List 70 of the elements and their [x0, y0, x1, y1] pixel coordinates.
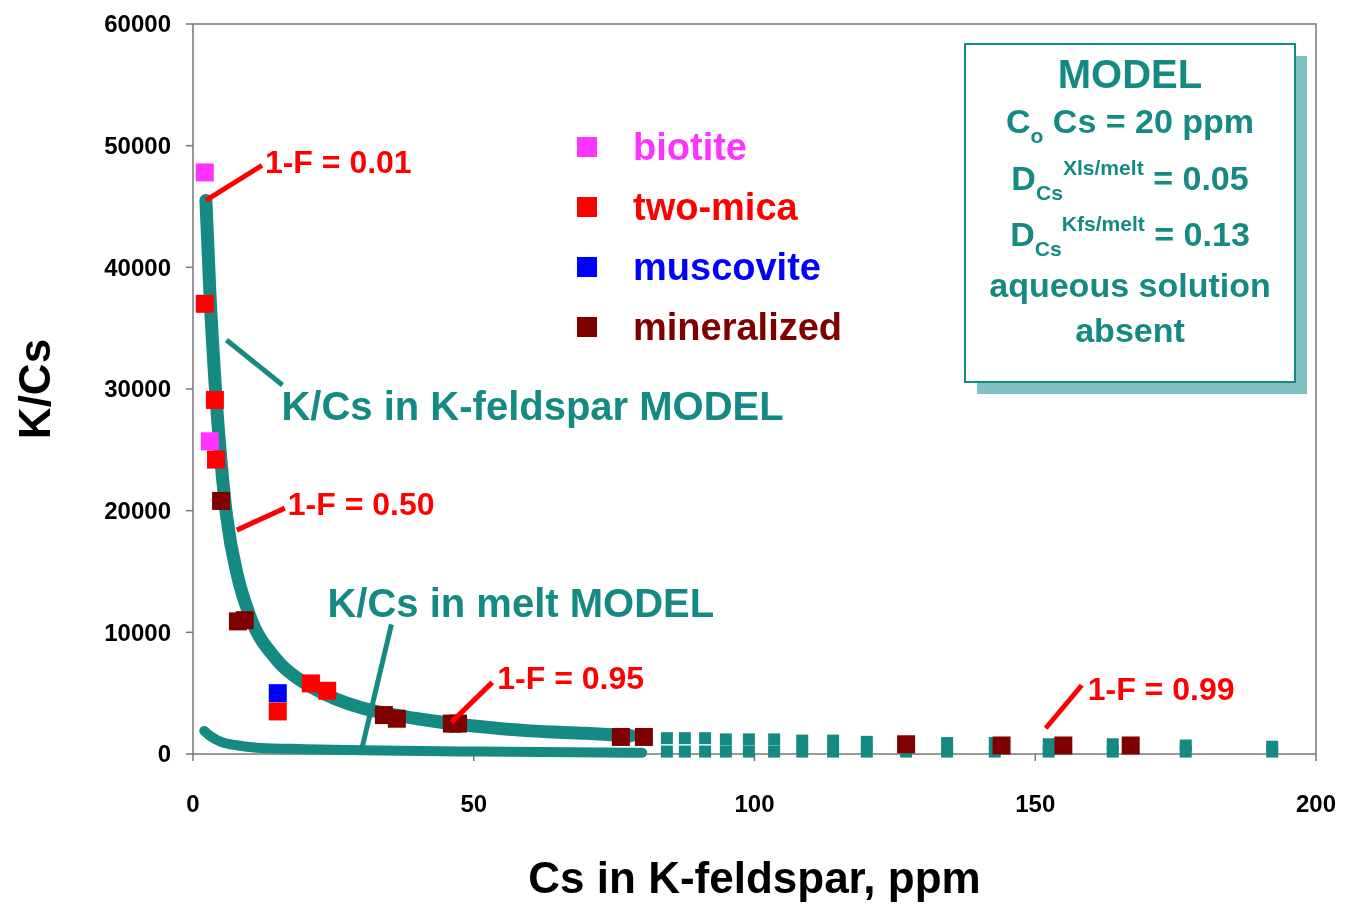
- point: [212, 491, 231, 510]
- annotation: D$_{Cs}$$^{Kfs/melt}$ = 0.13: [1010, 211, 1250, 261]
- point: [941, 745, 954, 758]
- legend-label: muscovite: [633, 246, 821, 288]
- point: [301, 674, 320, 693]
- annotation: 1-F = 0.95: [497, 660, 645, 697]
- point: [1106, 745, 1119, 758]
- point: [200, 432, 219, 451]
- x-tick-label: 200: [1295, 790, 1337, 817]
- point: [387, 709, 406, 728]
- y-axis-title: K/Cs: [10, 338, 59, 440]
- annotation: aqueous solution: [989, 266, 1271, 304]
- point: [796, 745, 809, 758]
- point: [678, 745, 691, 758]
- point: [719, 733, 732, 746]
- y-tick-label: 10000: [104, 618, 171, 646]
- point: [660, 732, 673, 745]
- y-tick-label: 30000: [104, 375, 171, 403]
- x-tick-label: 100: [734, 790, 775, 817]
- point: [1042, 745, 1055, 758]
- annotation: 1-F = 0.99: [1087, 671, 1235, 708]
- annotation: K/Cs in melt MODEL: [327, 581, 715, 626]
- point: [827, 745, 840, 758]
- point: [768, 733, 781, 746]
- y-tick-label: 60000: [104, 10, 171, 38]
- y-tick-label: 40000: [104, 253, 171, 281]
- point: [1179, 745, 1192, 758]
- y-tick-label: 50000: [104, 132, 171, 160]
- point: [719, 745, 732, 758]
- point: [318, 681, 337, 700]
- x-axis-title: Cs in K-feldspar, ppm: [528, 853, 981, 902]
- point: [742, 745, 755, 758]
- annotation: MODEL: [1057, 52, 1203, 96]
- point: [742, 733, 755, 746]
- point: [268, 684, 287, 703]
- point: [1266, 745, 1279, 758]
- point: [699, 745, 712, 758]
- annotation: C$_{o}$ Cs = 20 ppm: [1005, 102, 1255, 148]
- point: [195, 163, 214, 182]
- legend-label: two-mica: [633, 186, 799, 228]
- point: [678, 732, 691, 745]
- point: [195, 294, 214, 313]
- point: [207, 450, 226, 469]
- x-tick-label: 50: [460, 790, 488, 817]
- point: [1054, 736, 1073, 755]
- point: [268, 702, 287, 721]
- point: [992, 736, 1011, 755]
- annotation: 1-F = 0.01: [264, 144, 412, 181]
- legend-label: biotite: [633, 126, 747, 168]
- point: [860, 745, 873, 758]
- annotation: K/Cs in K-feldspar MODEL: [281, 384, 784, 428]
- point: [205, 390, 224, 409]
- point: [235, 611, 254, 630]
- x-tick-label: 150: [1015, 790, 1056, 817]
- point: [660, 745, 673, 758]
- point: [768, 745, 781, 758]
- x-tick-label: 0: [186, 790, 200, 817]
- point: [796, 734, 809, 747]
- y-tick-label: 20000: [104, 497, 171, 525]
- point: [634, 727, 653, 746]
- annotation: 1-F = 0.50: [287, 486, 435, 523]
- point: [897, 735, 916, 754]
- annotation: absent: [1075, 311, 1185, 349]
- point: [699, 732, 712, 745]
- y-tick-label: 0: [157, 740, 171, 768]
- legend-label: mineralized: [633, 306, 843, 348]
- annotation: D$_{Cs}$$^{Xls/melt}$ = 0.05: [1011, 155, 1249, 205]
- point: [1121, 736, 1140, 755]
- point: [611, 727, 630, 746]
- point: [827, 734, 840, 747]
